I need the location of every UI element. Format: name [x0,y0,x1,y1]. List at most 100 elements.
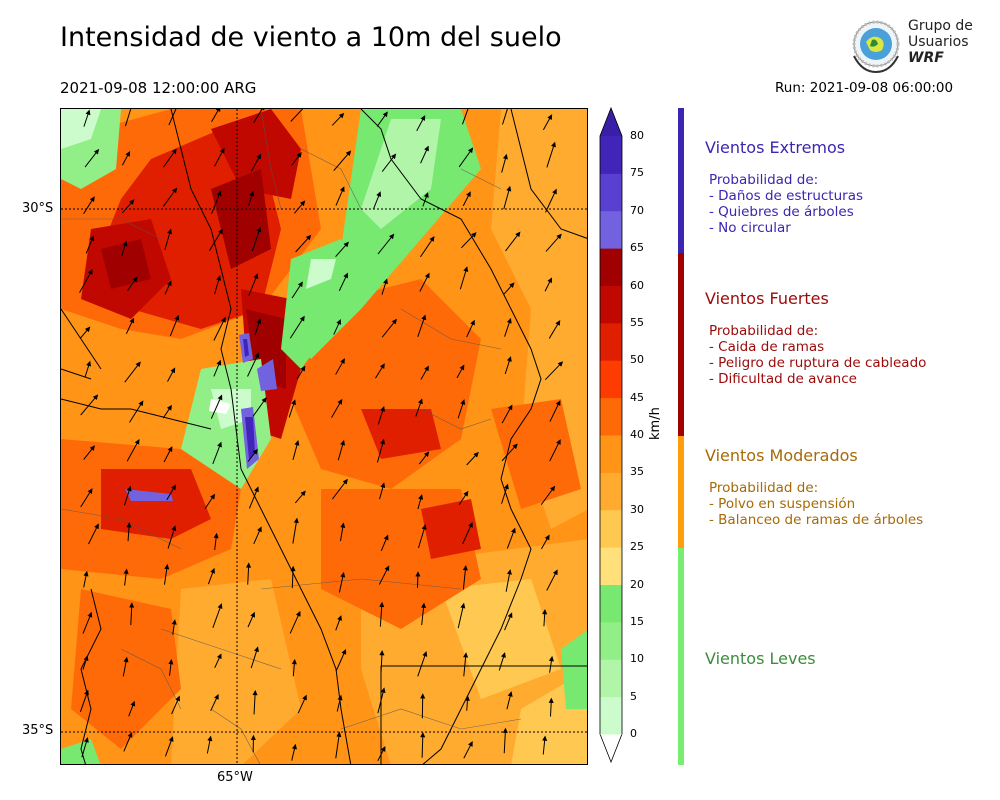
wind-vector-head [339,186,345,193]
wind-vector-head [336,319,341,325]
valid-time: 2021-09-08 12:00:00 ARG [60,79,257,97]
wind-vector-head [380,746,386,752]
wind-vector-head [253,273,259,280]
wind-vector-head [122,240,128,247]
wind-vector-head [210,493,216,500]
wind-vector-head [340,522,346,528]
wind-vector-head [216,190,222,197]
strong-winds-title: Vientos Fuertes [705,289,829,308]
wind-vector-head [421,602,427,609]
colorbar-band [600,472,622,511]
colorbar-band [600,285,622,324]
wind-vector-head [171,187,178,194]
wind-vector-head [507,612,513,619]
extreme-winds-title: Vientos Extremos [705,138,846,157]
wind-vector-head [299,315,305,322]
wind-vector-head [551,141,556,148]
wind-vector [212,604,222,628]
colorbar-tick-label: 20 [630,577,644,591]
wind-vector-head [341,648,347,655]
wind-vector-head [164,563,170,570]
grupo-usuarios-wrf-logo: Grupo de Usuarios WRF [848,16,978,74]
colorbar-tick-label: 65 [630,241,644,255]
wind-vector-head [503,483,509,490]
colorbar-tick-label: 35 [630,465,644,479]
wind-vector-head [130,700,136,707]
colorbar-tick-label: 75 [630,166,644,180]
wind-vector-head [207,735,213,742]
wind-vector-head [415,571,421,577]
colorbar-band [600,397,622,436]
wind-vector-head [175,695,180,702]
wind-vector-head [379,601,385,608]
logo-text-line1: Grupo de [908,18,973,34]
wind-vector-head [379,363,385,369]
wind-vector-head [216,653,222,660]
wind-vector-head [171,484,176,491]
wind-vector-head [420,731,426,738]
wind-vector [417,651,427,677]
wind-vector-head [463,490,469,497]
wind-vector-head [134,438,140,445]
wind-vector-head [138,400,144,407]
wind-vector [80,394,98,416]
colorbar-band [600,696,622,735]
wind-vector [377,234,394,255]
wind-vector-head [85,109,91,116]
colorbar-extend-min [599,733,623,764]
wind-vector-head [506,569,512,575]
wind-vector-head [87,488,93,494]
wind-vector-head [254,486,259,493]
lon-label-65w: 65°W [217,770,253,785]
colorbar-tick-label: 25 [630,540,644,554]
wind-vector [377,688,385,714]
logo-text-line2: Usuarios [908,34,969,50]
wind-vector [213,317,226,341]
desc-line: - Peligro de ruptura de cableado [709,355,927,371]
strong-winds-description: Probabilidad de: - Caida de ramas - Peli… [709,323,926,387]
wind-vector-head [550,485,556,492]
wind-vector-head [89,196,95,203]
colorbar-band [600,509,622,548]
wind-vector-head [86,360,92,367]
wind-vector-head [254,646,259,653]
wind-vector-head [171,148,177,155]
wind-vector-head [391,318,397,325]
colorbar-tick-label: 70 [630,203,644,217]
wind-vector-head [556,233,562,240]
wind-vector [502,109,508,125]
wind-vector-head [337,398,343,405]
wind-vector-head [168,736,174,742]
wind-vector-head [123,656,129,663]
colorbar-extend-max [600,108,622,136]
colorbar-band [600,210,622,249]
wind-vector-head [217,603,223,609]
wind-vector-head [171,619,177,625]
desc-line: Probabilidad de: [709,323,819,339]
wind-vector-head [221,316,226,323]
desc-line: - Daños de estructuras [709,188,864,204]
wind-vector-head [382,111,388,118]
desc-line: Probabilidad de: [709,480,819,496]
logo-text-line3: WRF [908,50,944,66]
wind-speed-colorbar [599,106,623,764]
wind-speed-map[interactable] [60,108,588,765]
wind-vector-head [294,439,300,446]
wind-vector-head [300,490,306,497]
colorbar-band [600,248,622,286]
colorbar-tick-label: 55 [630,315,644,329]
wind-vector-head [342,478,348,485]
wind-vector [124,362,141,383]
wind-vector-head [512,443,518,450]
wind-vector [457,603,465,629]
wind-vector-head [89,445,95,451]
wind-vector-head [129,317,135,324]
moderate-category-bar [678,436,684,548]
wind-vector-head [302,694,307,701]
wind-vector-head [87,269,93,275]
wind-vector-head [424,145,429,152]
desc-line: - Dificultad de avance [709,371,857,387]
wind-vector-head [167,228,172,235]
wind-vector-head [246,562,252,568]
wind-vector-head [85,326,91,333]
